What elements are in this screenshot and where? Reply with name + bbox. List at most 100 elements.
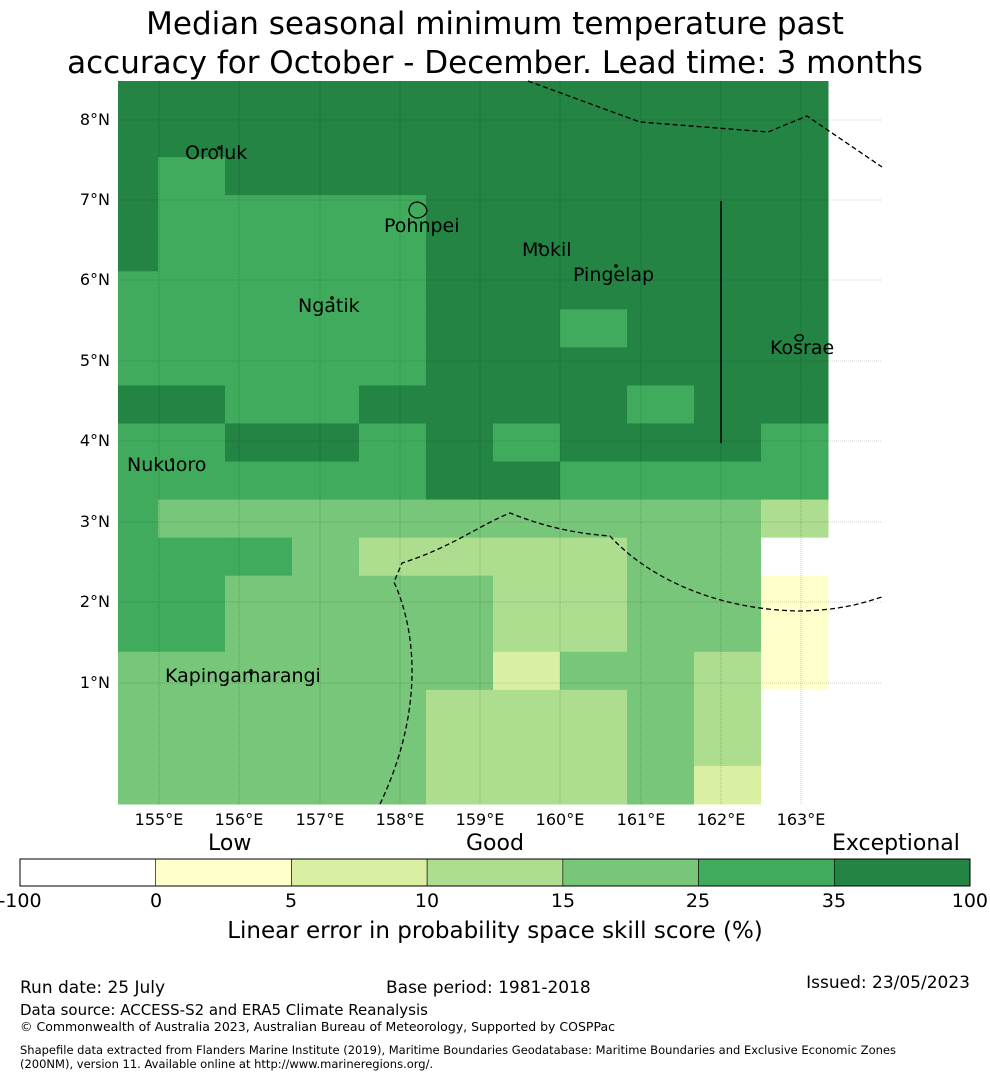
nukuoro-atoll	[170, 458, 174, 462]
skill-cell	[118, 537, 159, 577]
skill-cell	[426, 423, 494, 463]
skill-cell	[627, 385, 695, 424]
skill-cell	[359, 195, 427, 234]
skill-cell	[694, 461, 762, 501]
footer-data-source: Data source: ACCESS-S2 and ERA5 Climate …	[20, 1001, 428, 1019]
skill-cell	[627, 651, 695, 691]
place-pingelap: Pingelap	[573, 264, 655, 286]
skill-cell	[493, 195, 561, 234]
skill-cell	[158, 119, 226, 158]
lat-label-8n: 8°N	[79, 110, 110, 129]
skill-cell	[627, 613, 695, 653]
skill-cell	[225, 347, 293, 386]
skill-cell	[761, 765, 829, 805]
skill-cell	[560, 157, 628, 196]
skill-cell	[627, 81, 695, 120]
skill-cell	[359, 119, 427, 158]
skill-cell	[292, 727, 360, 767]
skill-cell	[493, 727, 561, 767]
skill-cell	[426, 537, 494, 577]
skill-cell	[694, 499, 762, 539]
skill-cell	[560, 81, 628, 120]
skill-cell	[627, 233, 695, 272]
colorbar-segment	[562, 858, 699, 887]
skill-cell	[560, 385, 628, 424]
skill-cell	[761, 309, 829, 348]
skill-cell	[627, 727, 695, 767]
skill-cell	[118, 271, 159, 310]
skill-cell	[225, 613, 293, 653]
skill-cell	[560, 347, 628, 386]
lon-label-156e: 156°E	[214, 810, 264, 829]
skill-cell	[694, 271, 762, 310]
skill-cell	[118, 575, 159, 615]
skill-cell	[225, 461, 293, 501]
skill-cell	[761, 689, 829, 729]
skill-cell	[158, 499, 226, 539]
skill-cell	[359, 461, 427, 501]
skill-cell	[426, 461, 494, 501]
colorbar-tick-label: 15	[550, 890, 576, 912]
skill-cell	[118, 347, 159, 386]
skill-cell	[627, 461, 695, 501]
skill-cell	[118, 309, 159, 348]
skill-cell	[627, 271, 695, 310]
skill-cell	[359, 157, 427, 196]
skill-cell	[359, 537, 427, 577]
skill-cell	[493, 233, 561, 272]
colorbar-segment	[19, 858, 157, 887]
skill-cell	[359, 651, 427, 691]
skill-cell	[118, 385, 159, 424]
map-title-line1: Median seasonal minimum temperature past	[146, 6, 844, 42]
colorbar-tick-label: 10	[414, 890, 440, 912]
skill-cell	[694, 385, 762, 424]
skill-cell	[493, 461, 561, 501]
skill-cell	[694, 81, 762, 120]
skill-cell	[158, 423, 226, 463]
kapingamarangi-atoll	[249, 669, 253, 673]
skill-cell	[694, 765, 762, 805]
colorbar-frame	[19, 858, 971, 887]
skill-cell	[627, 499, 695, 539]
skill-cell	[627, 765, 695, 805]
lon-label-163e: 163°E	[776, 810, 826, 829]
skill-cell	[292, 309, 360, 348]
skill-cell	[560, 537, 628, 577]
skill-cell	[493, 537, 561, 577]
kosrae-island	[794, 334, 804, 342]
skill-cell	[158, 81, 226, 120]
colorbar-title: Linear error in probability space skill …	[227, 918, 763, 944]
skill-cell	[158, 195, 226, 234]
skill-cell	[118, 157, 159, 196]
colorbar-category-low: Low	[208, 831, 252, 856]
skill-cell	[225, 309, 293, 348]
skill-cell	[627, 309, 695, 348]
skill-cell	[694, 537, 762, 577]
skill-cell	[225, 385, 293, 424]
place-oroluk: Oroluk	[185, 142, 248, 164]
skill-cell	[359, 309, 427, 348]
skill-cell	[426, 613, 494, 653]
skill-cell	[761, 233, 829, 272]
eez-boundary-south	[379, 512, 883, 805]
skill-cell	[292, 651, 360, 691]
skill-cell	[118, 727, 159, 767]
skill-cell	[426, 119, 494, 158]
skill-cell	[225, 81, 293, 120]
lon-label-161e: 161°E	[616, 810, 666, 829]
skill-cell	[292, 271, 360, 310]
skill-cell	[493, 423, 561, 463]
skill-cell	[560, 271, 628, 310]
skill-cell	[761, 423, 829, 463]
eez-boundaries	[379, 80, 883, 805]
skill-cell	[694, 613, 762, 653]
skill-cell	[158, 271, 226, 310]
skill-cell	[292, 537, 360, 577]
lat-label-7n: 7°N	[79, 190, 110, 209]
skill-cell	[761, 385, 829, 424]
skill-cell	[426, 347, 494, 386]
skill-cell	[225, 423, 293, 463]
skill-cell	[359, 727, 427, 767]
colorbar-tick-label: -100	[0, 890, 42, 912]
skill-cell	[118, 195, 159, 234]
